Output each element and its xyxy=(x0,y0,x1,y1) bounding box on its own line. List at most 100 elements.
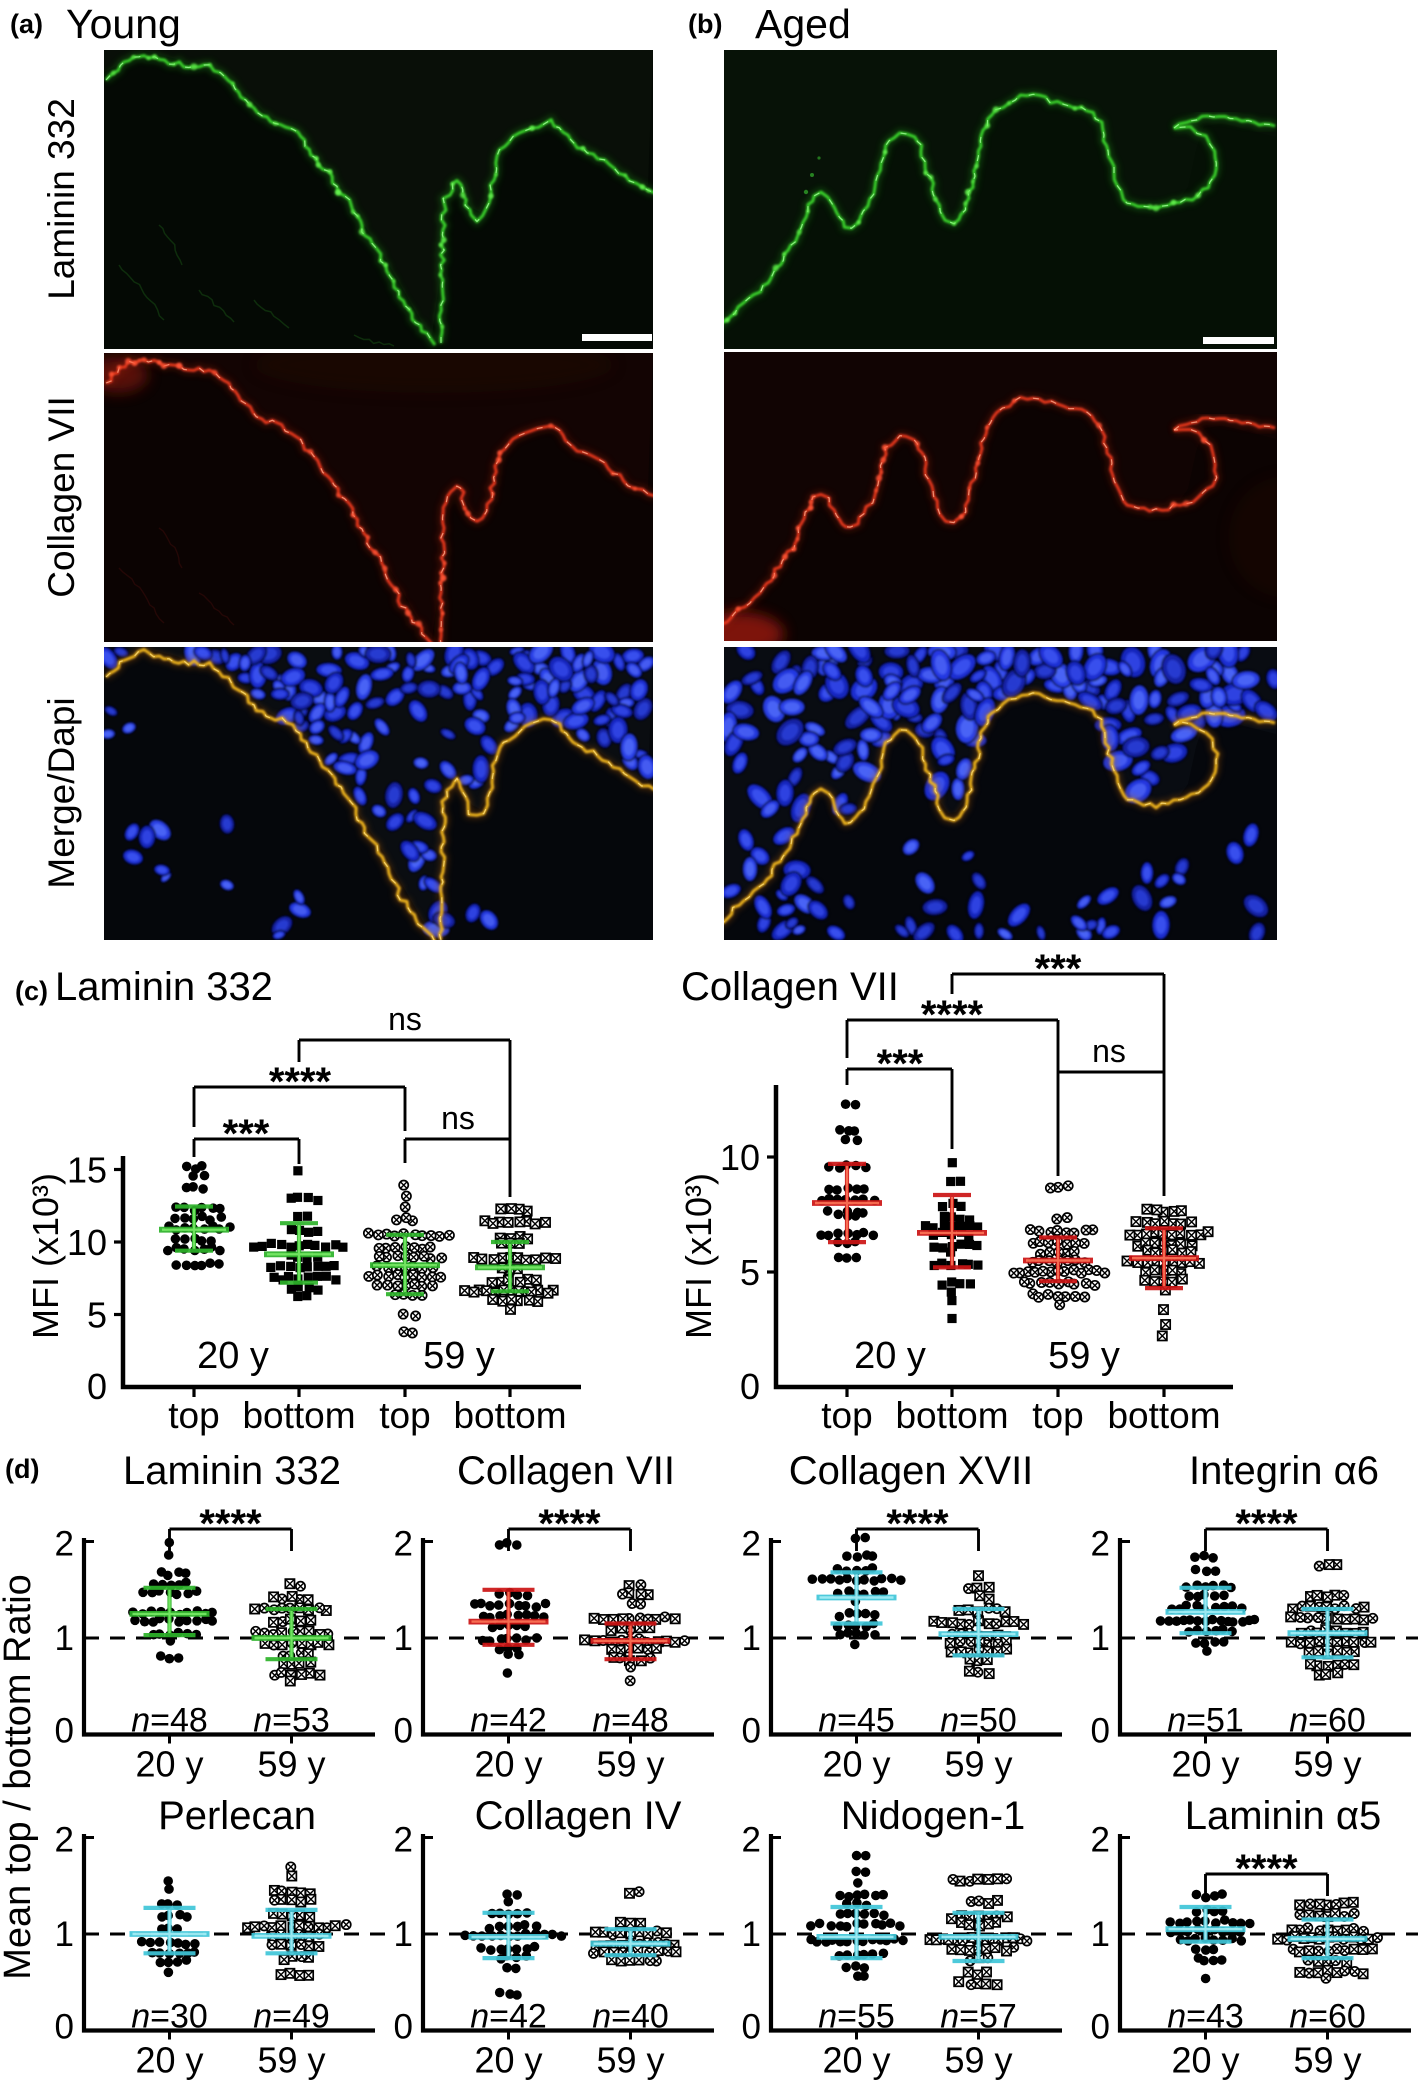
svg-text:20 y: 20 y xyxy=(1171,2040,1239,2081)
svg-text:MFI (x10³): MFI (x10³) xyxy=(25,1173,66,1339)
svg-text:0: 0 xyxy=(1091,2008,1110,2047)
svg-text:Collagen VII: Collagen VII xyxy=(681,965,899,1009)
svg-text:n=48: n=48 xyxy=(592,1702,669,1740)
svg-text:top: top xyxy=(1032,1395,1083,1436)
svg-text:n=45: n=45 xyxy=(818,1702,895,1740)
svg-text:(a): (a) xyxy=(10,9,43,39)
svg-text:5: 5 xyxy=(87,1295,107,1336)
svg-text:10: 10 xyxy=(720,1137,760,1178)
svg-text:***: *** xyxy=(1035,947,1082,991)
svg-text:****: **** xyxy=(269,1060,332,1104)
svg-text:1: 1 xyxy=(742,1619,761,1658)
svg-text:0: 0 xyxy=(740,1366,760,1407)
svg-text:20 y: 20 y xyxy=(474,1744,542,1785)
svg-text:***: *** xyxy=(223,1112,270,1156)
svg-text:1: 1 xyxy=(1091,1619,1110,1658)
svg-text:n=60: n=60 xyxy=(1289,1998,1366,2036)
svg-text:5: 5 xyxy=(740,1252,760,1293)
svg-text:Integrin α6: Integrin α6 xyxy=(1189,1449,1379,1493)
svg-text:59 y: 59 y xyxy=(944,1744,1012,1785)
svg-text:(b): (b) xyxy=(688,9,722,39)
svg-text:2: 2 xyxy=(1091,1821,1110,1860)
svg-text:top: top xyxy=(379,1395,430,1436)
svg-text:bottom: bottom xyxy=(1107,1395,1220,1436)
svg-text:0: 0 xyxy=(87,1366,107,1407)
svg-text:15: 15 xyxy=(67,1150,107,1191)
svg-text:0: 0 xyxy=(1091,1712,1110,1751)
svg-text:2: 2 xyxy=(1091,1525,1110,1564)
svg-text:2: 2 xyxy=(742,1525,761,1564)
svg-text:top: top xyxy=(168,1395,219,1436)
svg-text:Merge/Dapi: Merge/Dapi xyxy=(41,697,82,888)
svg-text:Mean top / bottom Ratio: Mean top / bottom Ratio xyxy=(0,1574,39,1980)
svg-text:59 y: 59 y xyxy=(1293,2040,1361,2081)
svg-text:Collagen VII: Collagen VII xyxy=(41,396,82,598)
svg-text:***: *** xyxy=(877,1042,924,1086)
svg-text:(d): (d) xyxy=(5,1454,39,1484)
svg-text:1: 1 xyxy=(742,1915,761,1954)
svg-text:20 y: 20 y xyxy=(197,1335,269,1377)
svg-text:n=48: n=48 xyxy=(131,1702,208,1740)
svg-text:2: 2 xyxy=(394,1525,413,1564)
svg-text:MFI (x10³): MFI (x10³) xyxy=(678,1173,719,1339)
svg-text:20 y: 20 y xyxy=(474,2040,542,2081)
svg-text:Laminin 332: Laminin 332 xyxy=(41,98,82,300)
svg-text:n=53: n=53 xyxy=(253,1702,330,1740)
svg-text:2: 2 xyxy=(55,1821,74,1860)
svg-text:Collagen IV: Collagen IV xyxy=(475,1794,682,1838)
svg-text:Collagen XVII: Collagen XVII xyxy=(789,1449,1034,1493)
svg-text:****: **** xyxy=(1235,1502,1298,1546)
svg-text:0: 0 xyxy=(742,1712,761,1751)
svg-text:20 y: 20 y xyxy=(854,1335,926,1377)
svg-text:Nidogen-1: Nidogen-1 xyxy=(841,1794,1026,1838)
svg-text:0: 0 xyxy=(394,2008,413,2047)
svg-text:n=42: n=42 xyxy=(470,1998,547,2036)
svg-text:1: 1 xyxy=(55,1915,74,1954)
svg-text:n=43: n=43 xyxy=(1167,1998,1244,2036)
svg-text:****: **** xyxy=(538,1502,601,1546)
svg-text:0: 0 xyxy=(742,2008,761,2047)
svg-text:59 y: 59 y xyxy=(596,2040,664,2081)
svg-text:Laminin α5: Laminin α5 xyxy=(1185,1794,1382,1838)
svg-text:59 y: 59 y xyxy=(944,2040,1012,2081)
svg-text:59 y: 59 y xyxy=(596,1744,664,1785)
svg-text:n=30: n=30 xyxy=(131,1998,208,2036)
svg-text:10: 10 xyxy=(67,1222,107,1263)
svg-text:1: 1 xyxy=(394,1915,413,1954)
svg-text:(c): (c) xyxy=(15,976,48,1006)
svg-text:2: 2 xyxy=(55,1525,74,1564)
svg-text:1: 1 xyxy=(55,1619,74,1658)
svg-text:Laminin 332: Laminin 332 xyxy=(55,965,273,1009)
svg-text:bottom: bottom xyxy=(242,1395,355,1436)
svg-text:top: top xyxy=(821,1395,872,1436)
svg-text:59 y: 59 y xyxy=(423,1335,495,1377)
svg-text:0: 0 xyxy=(55,2008,74,2047)
svg-text:Perlecan: Perlecan xyxy=(158,1794,316,1838)
svg-text:n=51: n=51 xyxy=(1167,1702,1244,1740)
svg-text:Collagen VII: Collagen VII xyxy=(457,1449,675,1493)
svg-text:****: **** xyxy=(199,1502,262,1546)
svg-text:n=42: n=42 xyxy=(470,1702,547,1740)
svg-text:20 y: 20 y xyxy=(822,2040,890,2081)
svg-text:ns: ns xyxy=(441,1100,475,1136)
svg-text:n=60: n=60 xyxy=(1289,1702,1366,1740)
svg-text:****: **** xyxy=(886,1502,949,1546)
svg-text:2: 2 xyxy=(394,1821,413,1860)
svg-text:n=40: n=40 xyxy=(592,1998,669,2036)
svg-text:0: 0 xyxy=(394,1712,413,1751)
svg-text:Young: Young xyxy=(66,1,181,47)
svg-text:ns: ns xyxy=(388,1001,422,1037)
svg-text:n=55: n=55 xyxy=(818,1998,895,2036)
svg-text:n=57: n=57 xyxy=(940,1998,1017,2036)
svg-text:1: 1 xyxy=(1091,1915,1110,1954)
svg-text:0: 0 xyxy=(55,1712,74,1751)
svg-text:20 y: 20 y xyxy=(135,2040,203,2081)
svg-text:1: 1 xyxy=(394,1619,413,1658)
svg-text:****: **** xyxy=(921,993,984,1037)
svg-text:Laminin 332: Laminin 332 xyxy=(123,1449,341,1493)
svg-text:20 y: 20 y xyxy=(822,1744,890,1785)
svg-text:ns: ns xyxy=(1092,1033,1126,1069)
svg-text:n=49: n=49 xyxy=(253,1998,330,2036)
svg-text:59 y: 59 y xyxy=(257,1744,325,1785)
svg-text:n=50: n=50 xyxy=(940,1702,1017,1740)
